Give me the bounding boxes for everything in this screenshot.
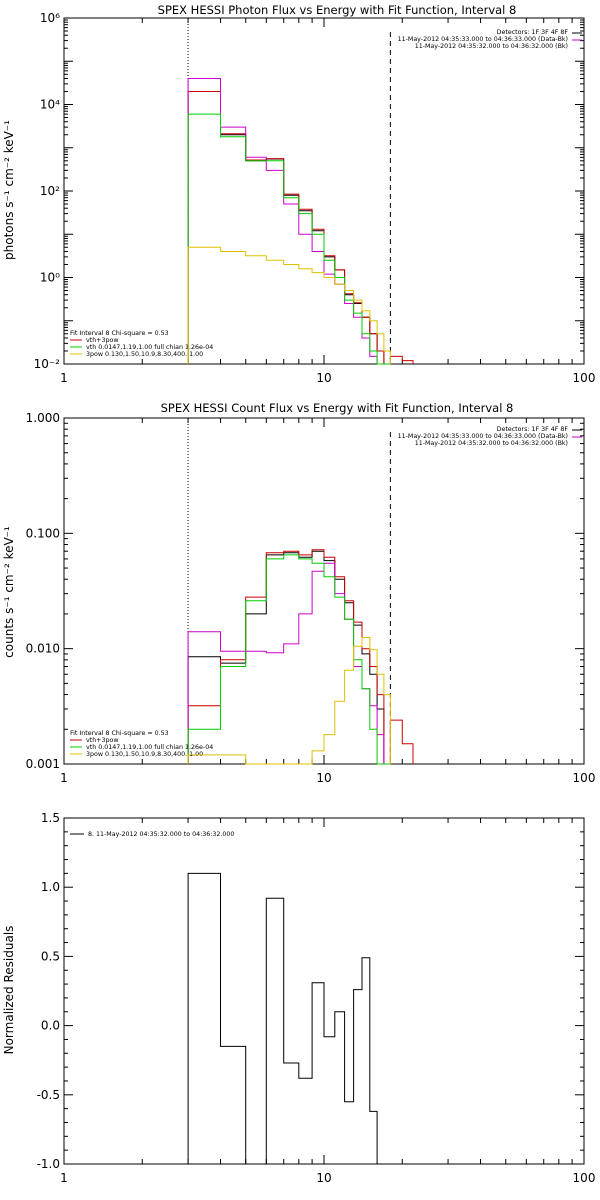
- plot-frame: [63, 17, 585, 365]
- y-tick-label: 0.010: [26, 642, 60, 656]
- series-1-line: [187, 550, 391, 765]
- x-tick-label: 10: [316, 371, 331, 385]
- count-flux-panel: SPEX HESSI Count Flux vs Energy with Fit…: [2, 401, 568, 758]
- y-tick-label: 10⁰: [40, 271, 60, 285]
- panel2-legend-top-0: Detectors: 1F 3F 4F 8F: [497, 426, 569, 433]
- y-tick-label: 10⁻²: [34, 357, 61, 371]
- panel1-title: SPEX HESSI Photon Flux vs Energy with Fi…: [158, 3, 517, 17]
- x-tick-label: 10: [316, 771, 331, 785]
- series-2-line: [187, 91, 414, 365]
- y-tick-label: 1.5: [41, 811, 60, 825]
- y-tick-label: 1.0: [41, 880, 60, 894]
- x-tick-label: 100: [573, 771, 596, 785]
- panel2-ylabel: counts s⁻¹ cm⁻² keV⁻¹: [2, 526, 16, 658]
- panel2-legend-top-1: 11-May-2012 04:35:33.000 to 04:36:33.000…: [398, 433, 568, 440]
- residuals-panel: Normalized Residuals 8. 11-May-2012 04:3…: [2, 831, 234, 1054]
- panel1-legend-top-1: 11-May-2012 04:35:33.000 to 04:36:33.000…: [398, 36, 568, 43]
- x-tick-label: 10: [316, 1171, 331, 1185]
- series-2-line: [187, 549, 414, 765]
- series-4-line: [187, 554, 391, 765]
- series-1-line: [187, 91, 391, 365]
- y-tick-label: 0.5: [41, 949, 60, 963]
- panel3-legend-0: 8. 11-May-2012 04:35:32.000 to 04:36:32.…: [88, 831, 234, 838]
- x-tick-label: 1: [60, 1171, 68, 1185]
- y-tick-label: 0.0: [41, 1019, 60, 1033]
- panel1-legend-top-2: 11-May-2012 04:35:32.000 to 04:36:32.000…: [415, 43, 568, 50]
- chart-1-plot: 1 10 100 10⁻² 10⁰ 10² 10⁴ 10⁶: [34, 11, 596, 385]
- panel1-legend-bottom-1: vth+3pow: [86, 337, 118, 344]
- x-tick-label: 100: [573, 371, 596, 385]
- x-tick-label: 1: [60, 771, 68, 785]
- series-3-line: [187, 562, 391, 765]
- y-tick-label: 0.100: [26, 526, 60, 540]
- series-3-line: [187, 78, 391, 365]
- x-tick-label: 100: [573, 1171, 596, 1185]
- panel2-legend-bottom-3: 3pow 0.130,1.50,10.9,8.30,400.,1.00: [86, 751, 203, 758]
- panel2-legend-top-2: 11-May-2012 04:35:32.000 to 04:36:32.000…: [415, 440, 568, 447]
- series-4-line: [187, 113, 391, 365]
- photon-flux-panel: SPEX HESSI Photon Flux vs Energy with Fi…: [2, 3, 568, 358]
- plot-frame: [63, 417, 585, 765]
- y-tick-label: 10⁴: [40, 98, 60, 112]
- chart-2-plot: 1 10 100 0.001 0.010 0.100 1.000: [26, 411, 596, 785]
- y-tick-label: -1.0: [37, 1157, 60, 1171]
- panel2-legend-bottom-1: vth+3pow: [86, 737, 118, 744]
- panel3-ylabel: Normalized Residuals: [2, 926, 16, 1055]
- chart-3-plot: 1 10 100 -1.0 -0.5 0.0 0.5 1.0 1.5: [37, 811, 596, 1185]
- panel1-ylabel: photons s⁻¹ cm⁻² keV⁻¹: [2, 120, 16, 260]
- series-5-line: [187, 637, 391, 765]
- y-tick-label: 1.000: [26, 411, 60, 425]
- series-1-line: [187, 872, 391, 1165]
- y-tick-label: 0.001: [26, 757, 60, 771]
- y-tick-label: -0.5: [37, 1088, 60, 1102]
- panel1-legend-top-0: Detectors: 1F 3F 4F 8F: [497, 29, 569, 36]
- panel2-legend-bottom-2: vth 0.0147,1.19,1.00 full chian 1.26e-04: [86, 744, 213, 751]
- x-tick-label: 1: [60, 371, 68, 385]
- panel2-title: SPEX HESSI Count Flux vs Energy with Fit…: [161, 401, 514, 415]
- panel1-legend-bottom-0: Fit Interval 8 Chi-square = 0.53: [70, 330, 169, 337]
- y-tick-label: 10⁶: [40, 11, 60, 25]
- panel2-legend-bottom-0: Fit Interval 8 Chi-square = 0.53: [70, 730, 169, 737]
- panel1-legend-bottom-2: vth 0.0147,1.19,1.00 full chian 1.26e-04: [86, 344, 213, 351]
- panel1-legend-bottom-3: 3pow 0.130,1.50,10.9,8.30,400.,1.00: [86, 351, 203, 358]
- series-5-line: [187, 246, 391, 364]
- y-tick-label: 10²: [40, 184, 60, 198]
